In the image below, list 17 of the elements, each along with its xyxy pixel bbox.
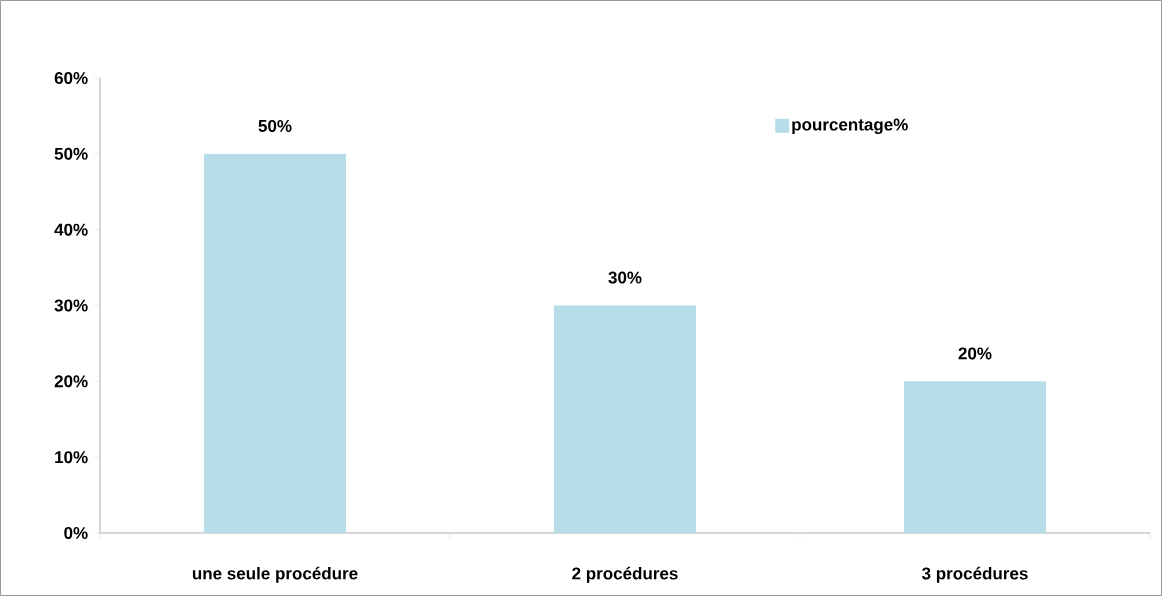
data-label: 50%: [258, 119, 292, 132]
x-tick-label: 3 procédures: [921, 566, 1028, 583]
y-tick-label: 0%: [64, 526, 88, 540]
bar: [903, 381, 1046, 533]
y-tick-label: 60%: [54, 71, 88, 85]
data-label: 30%: [608, 271, 642, 284]
legend-label: pourcentage%: [792, 118, 908, 135]
bar: [204, 153, 346, 533]
data-label: 20%: [958, 347, 992, 360]
x-tick-label: une seule procédure: [192, 566, 358, 583]
y-tick-label: 40%: [54, 223, 88, 236]
y-tick-label: 30%: [54, 299, 88, 312]
bar: [553, 305, 696, 533]
y-tick-label: 20%: [54, 375, 88, 388]
x-tick-label: 2 procédures: [572, 566, 678, 583]
y-tick-label: 10%: [55, 451, 88, 464]
y-tick-label: 50%: [54, 147, 88, 160]
